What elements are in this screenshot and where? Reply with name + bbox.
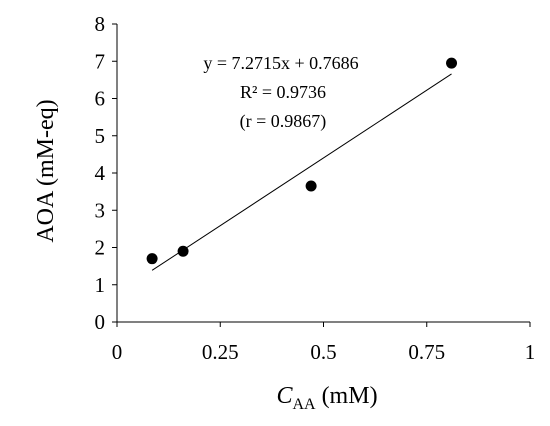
x-axis-sub: AA bbox=[292, 396, 316, 413]
r-squared-label: R² = 0.9736 bbox=[240, 82, 326, 102]
y-tick-label: 2 bbox=[95, 236, 106, 260]
y-tick-label: 4 bbox=[95, 161, 106, 185]
data-point bbox=[177, 245, 189, 257]
x-tick-label: 0.25 bbox=[202, 340, 239, 364]
trendline-group bbox=[151, 73, 452, 271]
x-tick-label: 0 bbox=[112, 340, 123, 364]
x-tick-label: 0.75 bbox=[408, 340, 445, 364]
equation-label: y = 7.2715x + 0.7686 bbox=[203, 53, 358, 73]
x-tick-label: 0.5 bbox=[310, 340, 336, 364]
data-point bbox=[446, 57, 458, 69]
y-tick-label: 1 bbox=[95, 273, 106, 297]
y-tick-label: 7 bbox=[95, 49, 106, 73]
y-tick-label: 6 bbox=[95, 87, 106, 111]
x-axis-title: CAA (mM) bbox=[276, 383, 377, 413]
x-axis-unit: (mM) bbox=[316, 383, 378, 409]
y-tick-label: 3 bbox=[95, 198, 106, 222]
x-tick-label: 1 bbox=[525, 340, 536, 364]
y-tick-label: 0 bbox=[95, 310, 106, 334]
data-point bbox=[146, 253, 158, 265]
r-value-label: (r = 0.9867) bbox=[240, 111, 327, 132]
trendline bbox=[151, 73, 452, 271]
data-point bbox=[305, 180, 317, 192]
y-tick-label: 8 bbox=[95, 12, 106, 36]
trendline-annotation: y = 7.2715x + 0.7686 R² = 0.9736 (r = 0.… bbox=[203, 53, 358, 132]
axes: 0 1 2 3 4 5 6 7 8 0 0.25 0.5 0.75 1 bbox=[95, 12, 536, 364]
x-axis-var: C bbox=[276, 383, 293, 409]
y-axis-title: AOA (mM-eq) bbox=[33, 99, 59, 242]
y-tick-label: 5 bbox=[95, 124, 106, 148]
points-group bbox=[146, 57, 458, 265]
